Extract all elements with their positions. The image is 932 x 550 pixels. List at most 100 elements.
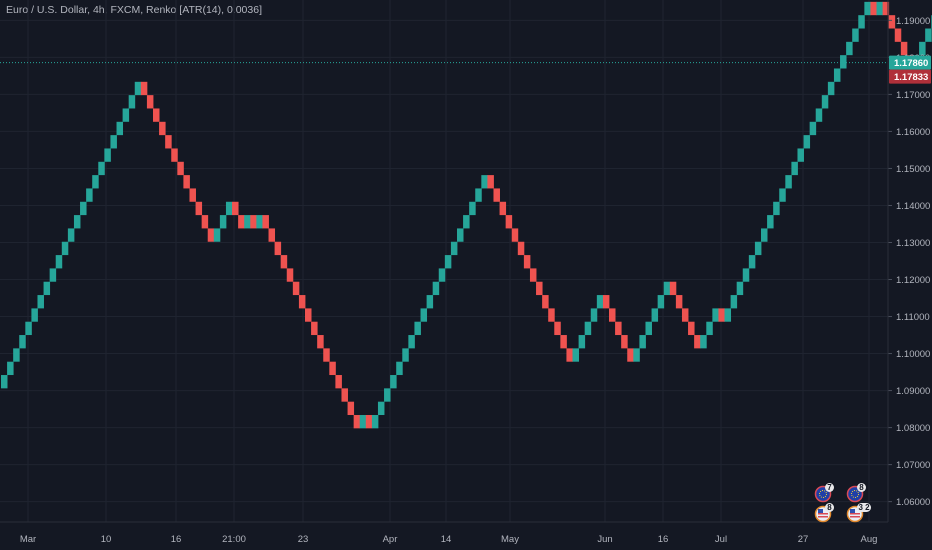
time-tick-label: 14 — [441, 534, 452, 545]
renko-brick-down — [262, 215, 269, 229]
renko-brick-up — [13, 348, 20, 362]
renko-brick-up — [390, 375, 397, 389]
renko-brick-up — [846, 41, 853, 56]
renko-brick-up — [785, 175, 792, 189]
price-tick-label: 1.16000 — [896, 127, 930, 138]
renko-brick-down — [499, 201, 507, 216]
renko-brick-down — [329, 361, 336, 376]
renko-brick-up — [19, 335, 26, 349]
time-tick-label: 21:00 — [222, 534, 246, 545]
renko-brick-up — [25, 321, 32, 336]
event-eu-2[interactable]: 8 — [846, 483, 867, 503]
renko-brick-up — [761, 228, 768, 242]
renko-brick-down — [305, 308, 312, 322]
renko-brick-up — [481, 175, 488, 189]
event-eu-1[interactable]: 7 — [814, 483, 835, 503]
renko-brick-down — [888, 15, 896, 29]
event-count: 8 — [827, 503, 832, 512]
renko-brick-down — [286, 268, 294, 282]
price-tick-label: 1.19000 — [896, 16, 930, 27]
renko-brick-up — [779, 188, 786, 202]
price-tick-label: 1.14000 — [896, 201, 930, 212]
renko-brick-up — [122, 108, 130, 122]
renko-brick-up — [463, 215, 470, 229]
renko-brick-up — [104, 148, 111, 162]
renko-brick-up — [402, 348, 409, 362]
time-tick-label: Jul — [715, 534, 727, 545]
renko-brick-down — [894, 28, 902, 42]
renko-brick-down — [669, 281, 677, 296]
renko-brick-up — [809, 121, 817, 136]
renko-brick-up — [754, 241, 762, 256]
renko-brick-up — [833, 68, 841, 82]
renko-brick-down — [511, 228, 519, 242]
renko-brick-down — [609, 308, 616, 322]
renko-brick-down — [882, 1, 890, 16]
economic-events[interactable]: 7 8 8 3 2 — [814, 483, 872, 523]
renko-brick-down — [268, 228, 276, 242]
renko-brick-up — [408, 335, 415, 349]
renko-brick-up — [73, 215, 81, 229]
renko-brick-down — [505, 215, 513, 229]
renko-brick-down — [335, 375, 342, 389]
time-axis[interactable]: Mar 10 16 21:00 23 Apr 14 May Jun 16 Jul 27 Aug — [0, 521, 888, 545]
renko-brick-up — [645, 321, 652, 336]
renko-brick-down — [341, 388, 348, 402]
event-count-badge — [857, 483, 866, 492]
price-tick-label: 1.15000 — [896, 164, 930, 175]
renko-brick-up — [396, 361, 403, 376]
last-price-tag-text: 1.17860 — [894, 58, 928, 69]
event-count-badge — [857, 503, 871, 512]
renko-brick-up — [840, 55, 847, 69]
renko-brick-down — [146, 95, 154, 109]
renko-brick-up — [748, 255, 756, 269]
renko-brick-down — [487, 175, 494, 189]
renko-brick-up — [414, 321, 421, 336]
renko-brick-down — [688, 321, 695, 336]
renko-brick-up — [657, 295, 665, 309]
renko-bricks — [1, 1, 932, 429]
renko-brick-down — [529, 268, 537, 282]
renko-brick-down — [292, 281, 300, 296]
renko-brick-up — [852, 28, 859, 42]
renko-brick-down — [189, 188, 196, 202]
renko-brick-down — [560, 335, 567, 349]
renko-brick-down — [681, 308, 689, 322]
renko-brick-down — [298, 295, 306, 309]
time-tick-label: 27 — [798, 534, 809, 545]
renko-brick-down — [542, 295, 549, 309]
event-us-2[interactable]: 3 2 — [846, 503, 872, 523]
renko-brick-down — [317, 335, 324, 349]
time-tick-label: Mar — [20, 534, 36, 545]
renko-brick-up — [37, 295, 44, 309]
renko-brick-up — [925, 28, 932, 42]
renko-brick-up — [919, 41, 926, 56]
renko-brick-down — [523, 255, 531, 269]
renko-brick-up — [213, 228, 221, 242]
renko-brick-up — [98, 161, 105, 176]
renko-brick-down — [536, 281, 543, 296]
chart-legend-title: Euro / U.S. Dollar, 4h, FXCM, Renko [ATR… — [6, 4, 262, 16]
renko-brick-up — [256, 215, 263, 229]
renko-brick-up — [767, 215, 774, 229]
renko-brick-up — [371, 415, 379, 429]
renko-brick-up — [86, 188, 93, 202]
renko-brick-up — [791, 161, 798, 176]
renko-brick-up — [712, 308, 719, 322]
time-tick-label: Aug — [861, 534, 878, 545]
price-tick-label: 1.12000 — [896, 275, 930, 286]
renko-brick-up — [432, 281, 440, 296]
renko-brick-up — [584, 321, 592, 336]
renko-brick-up — [359, 415, 367, 429]
renko-brick-down — [627, 348, 634, 362]
renko-brick-up — [596, 295, 604, 309]
price-axis[interactable]: 1.190001.180001.170001.160001.150001.140… — [887, 0, 931, 522]
renko-brick-up — [116, 121, 124, 136]
renko-brick-up — [651, 308, 659, 322]
renko-brick-up — [663, 281, 671, 296]
renko-brick-down — [554, 321, 561, 336]
event-us-1[interactable]: 8 — [814, 503, 835, 523]
renko-brick-up — [827, 81, 835, 96]
